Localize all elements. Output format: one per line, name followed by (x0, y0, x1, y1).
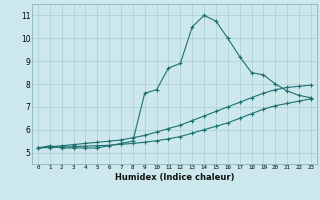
X-axis label: Humidex (Indice chaleur): Humidex (Indice chaleur) (115, 173, 234, 182)
